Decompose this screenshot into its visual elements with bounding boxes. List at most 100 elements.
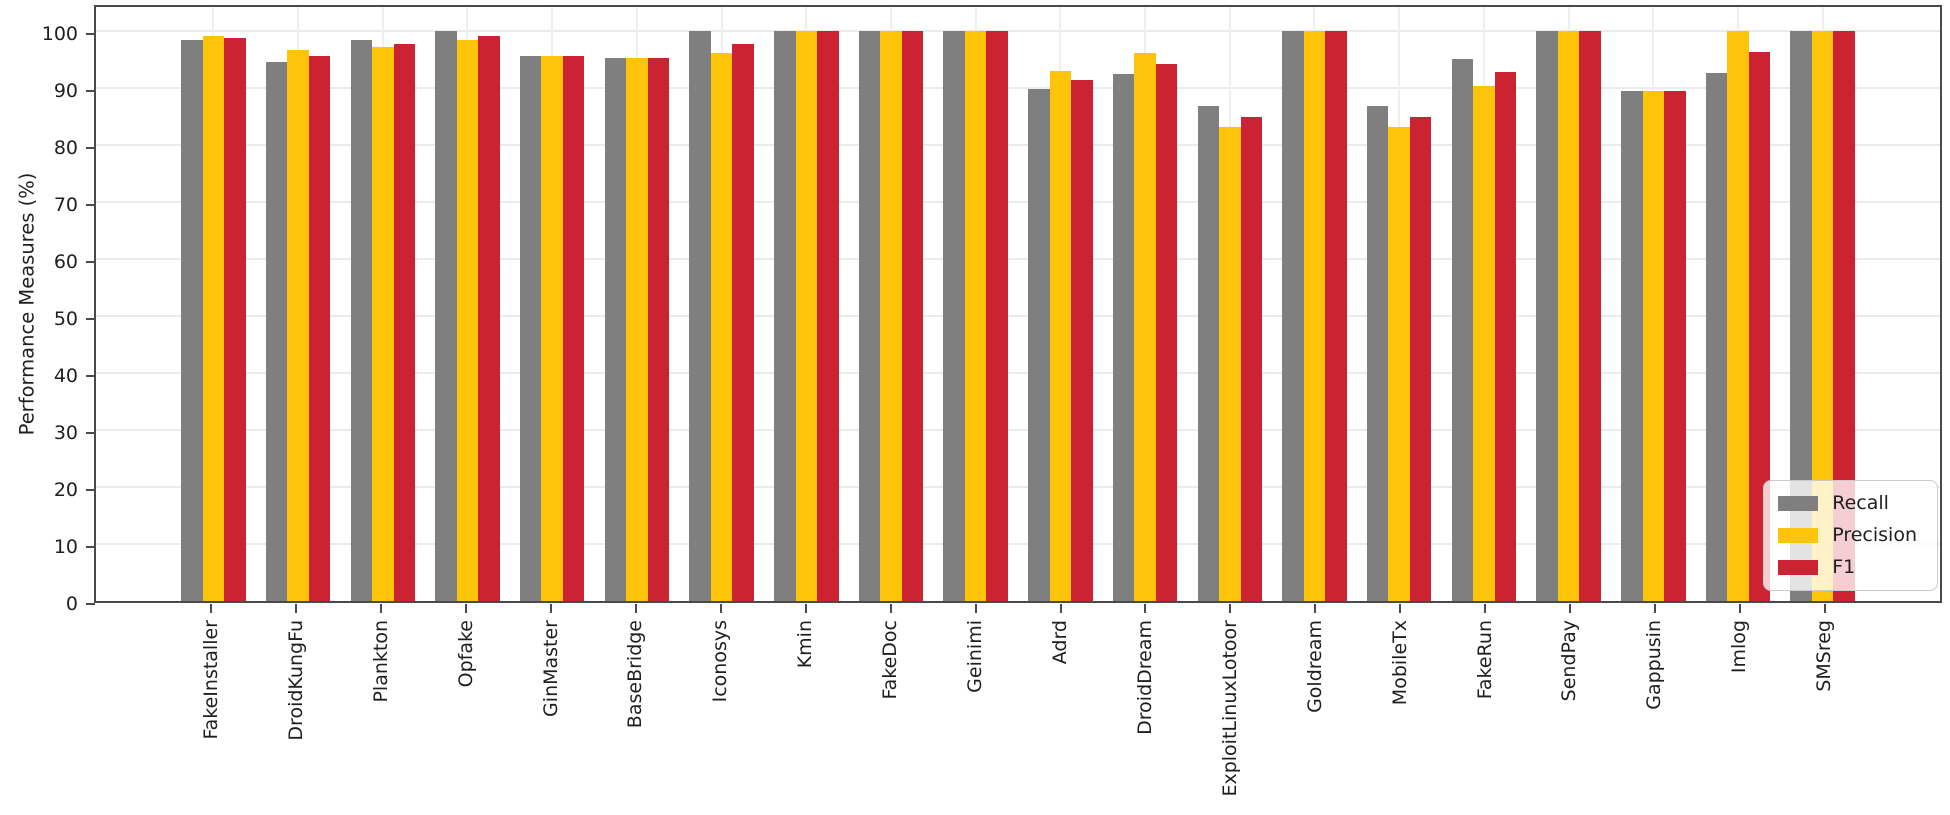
x-tick-mark — [1059, 604, 1062, 613]
bar-precision-geinimi — [964, 31, 987, 601]
x-cell-fakeinstaller: FakeInstaller — [169, 604, 254, 797]
bars-iconosys — [689, 31, 754, 601]
x-tick-label-ginmaster: GinMaster — [539, 620, 562, 717]
x-tick-label-smsreg: SMSreg — [1813, 620, 1836, 692]
gridline — [96, 543, 1940, 545]
y-tick-mark — [86, 489, 95, 491]
x-tick-label-kmin: Kmin — [794, 620, 817, 669]
bars-kmin — [774, 31, 839, 601]
y-tick-label: 20 — [53, 479, 78, 501]
bar-f1-exploitlinuxlotoor — [1240, 116, 1263, 601]
bar-precision-ginmaster — [541, 55, 563, 601]
bar-precision-fakedoc — [880, 31, 902, 601]
bars-fakeinstaller — [181, 35, 246, 601]
bar-recall-geinimi — [943, 31, 965, 601]
bar-f1-adrd — [1071, 80, 1093, 601]
bar-f1-ginmaster — [562, 55, 585, 601]
bar-group-imlog — [1696, 7, 1781, 601]
bar-group-sendpay — [1526, 7, 1611, 601]
gridline — [96, 372, 1940, 374]
x-tick-label-gappusin: Gappusin — [1643, 620, 1666, 710]
bars-droiddream — [1112, 53, 1178, 601]
bar-precision-fakerun — [1473, 85, 1495, 601]
bar-group-basebridge — [595, 7, 680, 601]
plot-area: Recall Precision F1 — [94, 5, 1942, 603]
x-cell-gappusin: Gappusin — [1612, 604, 1697, 797]
legend-label-f1: F1 — [1832, 556, 1856, 578]
bar-group-kmin — [764, 7, 849, 601]
bar-f1-smsreg — [1833, 31, 1855, 601]
bar-precision-opfake — [456, 40, 479, 601]
bar-precision-exploitlinuxlotoor — [1219, 126, 1241, 601]
bar-group-goldream — [1272, 7, 1357, 601]
x-tick-label-imlog: Imlog — [1728, 620, 1751, 674]
bar-precision-adrd — [1049, 71, 1072, 601]
y-tick-label: 0 — [65, 593, 78, 615]
bar-group-smsreg — [1780, 7, 1865, 601]
x-tick-mark — [1738, 604, 1741, 613]
x-tick-mark — [1399, 604, 1402, 613]
bar-recall-smsreg — [1790, 31, 1812, 601]
x-tick-mark — [1568, 604, 1571, 613]
bars-goldream — [1282, 31, 1347, 601]
y-tick-mark — [86, 261, 95, 263]
x-tick-mark — [380, 604, 383, 613]
bar-group-adrd — [1018, 7, 1103, 601]
bar-recall-ginmaster — [519, 55, 542, 601]
y-tick-label: 10 — [53, 536, 78, 558]
bars-basebridge — [604, 57, 670, 601]
y-tick-mark — [86, 33, 95, 35]
bar-f1-kmin — [817, 31, 839, 601]
x-cell-mobiletx: MobileTx — [1358, 604, 1443, 797]
bars-adrd — [1028, 71, 1093, 601]
x-cell-fakerun: FakeRun — [1443, 604, 1528, 797]
legend: Recall Precision F1 — [1763, 480, 1938, 591]
bar-precision-basebridge — [626, 57, 648, 601]
bar-recall-fakerun — [1451, 58, 1474, 601]
bar-recall-imlog — [1705, 72, 1728, 601]
x-cell-smsreg: SMSreg — [1782, 604, 1867, 797]
bar-f1-basebridge — [647, 57, 670, 601]
bar-f1-droidkungfu — [308, 56, 331, 601]
bar-recall-plankton — [350, 40, 372, 601]
bar-groups — [96, 7, 1940, 601]
legend-swatch-recall — [1778, 496, 1819, 511]
x-cell-basebridge: BaseBridge — [594, 604, 679, 797]
bar-group-plankton — [340, 7, 425, 601]
x-cell-ginmaster: GinMaster — [509, 604, 594, 797]
bar-recall-fakeinstaller — [181, 40, 203, 601]
x-tick-mark — [804, 604, 807, 613]
x-cell-exploitlinuxlotoor: ExploitLinuxLotoor — [1188, 604, 1273, 797]
bar-recall-basebridge — [604, 57, 627, 601]
bar-f1-mobiletx — [1409, 116, 1432, 601]
x-cell-goldream: Goldream — [1273, 604, 1358, 797]
x-cell-fakedoc: FakeDoc — [848, 604, 933, 797]
x-tick-mark — [295, 604, 298, 613]
y-tick-label: 60 — [53, 251, 78, 273]
bar-recall-goldream — [1282, 31, 1304, 601]
bar-group-mobiletx — [1357, 7, 1442, 601]
bar-f1-fakedoc — [901, 31, 924, 601]
bar-recall-gappusin — [1621, 91, 1643, 601]
y-tick-mark — [86, 375, 95, 377]
y-tick-label: 30 — [53, 422, 78, 444]
bar-precision-goldream — [1303, 31, 1326, 601]
x-tick-mark — [1314, 604, 1317, 613]
x-tick-label-plankton: Plankton — [369, 620, 392, 703]
bar-precision-kmin — [795, 31, 818, 601]
bar-recall-droidkungfu — [265, 61, 288, 601]
bar-recall-fakedoc — [858, 31, 881, 601]
x-tick-mark — [1144, 604, 1147, 613]
legend-swatch-f1 — [1778, 560, 1819, 575]
x-axis: FakeInstaller DroidKungFu Plankton Opfake Gi… — [94, 604, 1942, 797]
bar-recall-adrd — [1028, 88, 1050, 601]
x-tick-label-geinimi: Geinimi — [964, 620, 987, 693]
legend-item-precision: Precision — [1778, 526, 1917, 545]
bar-precision-smsreg — [1811, 31, 1834, 601]
bar-group-iconosys — [679, 7, 764, 601]
gridline — [96, 315, 1940, 317]
legend-label-recall: Recall — [1832, 492, 1889, 514]
x-tick-label-goldream: Goldream — [1303, 620, 1326, 713]
x-tick-label-sendpay: SendPay — [1558, 620, 1581, 702]
y-tick-mark — [86, 147, 95, 149]
